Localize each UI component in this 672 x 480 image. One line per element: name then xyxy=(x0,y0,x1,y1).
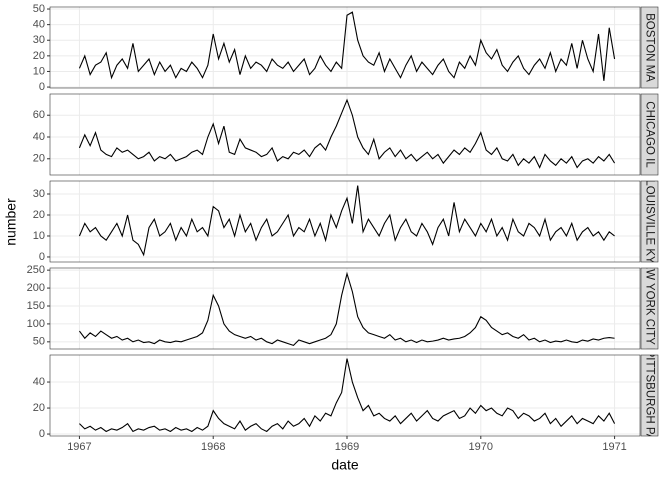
y-tick-label: 40 xyxy=(33,376,45,388)
y-tick-label: 20 xyxy=(33,402,45,414)
strip-label: LOUISVILLE KY xyxy=(643,179,655,264)
panel-background xyxy=(50,181,640,262)
strip xyxy=(640,6,659,89)
y-tick-label: 0 xyxy=(39,428,45,440)
panel-border xyxy=(49,93,641,176)
x-tick-label: 1971 xyxy=(602,441,626,453)
y-axis-title: number xyxy=(3,198,19,246)
y-tick-label: 20 xyxy=(33,50,45,62)
y-tick-label: 40 xyxy=(33,131,45,143)
x-tick-label: 1970 xyxy=(469,441,493,453)
y-tick-label: 20 xyxy=(33,153,45,165)
line xyxy=(78,271,615,347)
y-tick-label: 60 xyxy=(33,109,45,121)
y-tick-label: 40 xyxy=(33,19,45,31)
line xyxy=(78,11,616,81)
y-tick-label: 10 xyxy=(33,230,45,242)
panel-border xyxy=(49,354,641,437)
y-tick-label: 30 xyxy=(33,188,45,200)
line xyxy=(78,98,616,169)
strip xyxy=(640,180,659,263)
strip-label: CHICAGO IL xyxy=(643,101,655,168)
strip-group: LOUISVILLE KY xyxy=(643,179,655,264)
y-tick-label: 200 xyxy=(27,282,45,294)
strip-label: NEW YORK CITY NY xyxy=(643,253,655,364)
panel-border xyxy=(49,6,641,89)
panel-background xyxy=(50,355,640,436)
y-tick-label: 10 xyxy=(33,65,45,77)
y-tick-label: 0 xyxy=(39,81,45,93)
strip-label: BOSTON MA xyxy=(643,13,655,82)
panel-background xyxy=(50,7,640,88)
strip-group: NEW YORK CITY NY xyxy=(643,253,655,364)
y-tick-label: 150 xyxy=(27,300,45,312)
panel-border xyxy=(49,180,641,263)
y-tick-label: 0 xyxy=(39,251,45,263)
strip xyxy=(640,354,659,437)
strip-group: BOSTON MA xyxy=(643,13,655,82)
x-axis-title: date xyxy=(331,457,358,473)
panel-border xyxy=(49,267,641,350)
strip xyxy=(640,93,659,176)
y-tick-label: 20 xyxy=(33,209,45,221)
line xyxy=(78,185,615,257)
strip xyxy=(640,267,659,350)
strip-group: PITTSBURGH PA xyxy=(643,350,655,442)
y-tick-label: 50 xyxy=(33,3,45,15)
strip-group: CHICAGO IL xyxy=(643,101,655,168)
x-tick-label: 1968 xyxy=(201,441,225,453)
strip-label: PITTSBURGH PA xyxy=(643,350,655,442)
y-tick-label: 30 xyxy=(33,34,45,46)
y-tick-label: 100 xyxy=(27,318,45,330)
y-tick-label: 250 xyxy=(27,264,45,276)
line xyxy=(79,358,616,433)
x-tick-label: 1967 xyxy=(67,441,91,453)
y-tick-label: 50 xyxy=(33,336,45,348)
x-tick-label: 1969 xyxy=(335,441,359,453)
